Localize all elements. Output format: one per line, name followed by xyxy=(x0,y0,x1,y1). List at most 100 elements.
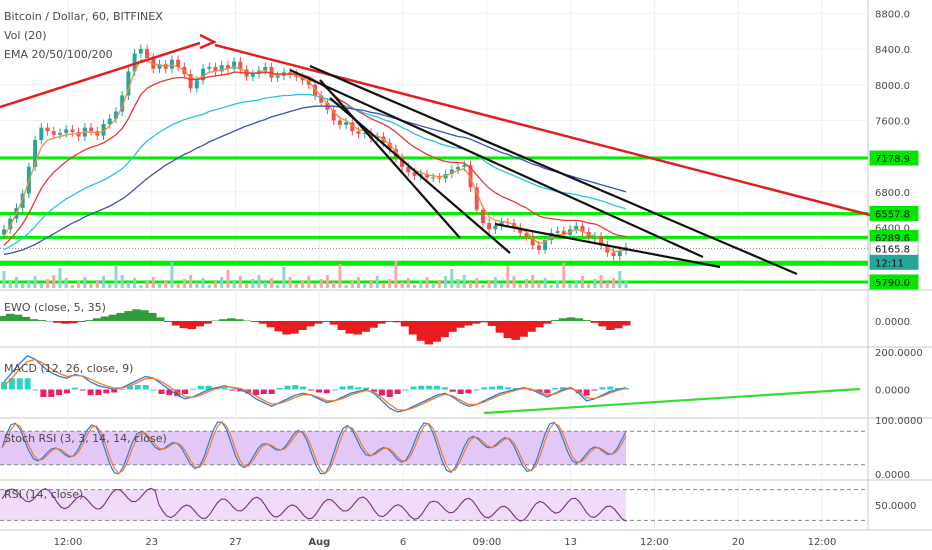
macd-tick-label: 200.0000 xyxy=(875,348,923,359)
ewo-pane xyxy=(0,309,631,345)
time-tick-label: 23 xyxy=(145,537,158,548)
ewo-bar xyxy=(543,321,552,324)
red-descending-trend-line xyxy=(214,43,871,217)
candle-body xyxy=(225,65,230,69)
candle-body xyxy=(611,252,616,257)
volume-bar xyxy=(108,283,112,288)
ewo-indicator-label[interactable]: EWO (close, 5, 35) xyxy=(4,301,106,314)
candle-body xyxy=(306,80,311,85)
rsi-indicator-label[interactable]: RSI (14, close) xyxy=(4,488,83,501)
candle-body xyxy=(269,66,274,78)
candle-body xyxy=(250,74,255,77)
volume-bar xyxy=(580,276,584,288)
price-tick-label: 8800.0 xyxy=(875,9,910,20)
macd-histogram-bar xyxy=(418,385,425,390)
candle-body xyxy=(188,74,193,89)
macd-histogram-bar xyxy=(71,387,78,390)
volume-bar xyxy=(27,280,31,288)
macd-histogram-bar xyxy=(134,385,141,390)
price-tick-label: 8000.0 xyxy=(875,81,910,92)
ewo-bar xyxy=(329,321,339,325)
volume-bar xyxy=(537,282,541,288)
ewo-bar xyxy=(148,312,157,321)
red-rising-trend-line xyxy=(0,41,201,109)
volume-bar xyxy=(618,271,622,288)
macd-histogram-bar xyxy=(583,389,590,396)
volume-bar xyxy=(294,284,298,288)
rsi-line xyxy=(1,487,627,522)
price-tick-label: 6800.0 xyxy=(875,188,910,199)
ewo-bar xyxy=(550,320,560,321)
volume-bar xyxy=(64,278,68,288)
volume-bar xyxy=(170,262,174,288)
macd-histogram-bar xyxy=(615,388,622,390)
macd-histogram-bar xyxy=(56,389,63,396)
price-tag-label: 6165.8 xyxy=(875,244,910,255)
macd-histogram-bar xyxy=(221,387,228,390)
macd-histogram-bar xyxy=(552,388,559,390)
volume-bar xyxy=(344,285,348,288)
black-wedge-line xyxy=(289,68,704,259)
volume-indicator-label[interactable]: Vol (20) xyxy=(4,29,47,42)
candle-body xyxy=(605,245,610,253)
volume-bar xyxy=(574,280,578,288)
candle-body xyxy=(2,229,6,235)
macd-histogram-bar xyxy=(284,385,291,390)
candle-body xyxy=(132,53,137,72)
ewo-bar xyxy=(69,321,78,324)
ewo-bar xyxy=(471,321,481,324)
ewo-bar xyxy=(519,321,528,337)
stoch-rsi-indicator-label[interactable]: Stoch RSI (3, 3, 14, 14, close) xyxy=(4,432,167,445)
macd-histogram-bar xyxy=(150,389,157,391)
ewo-bar xyxy=(479,321,489,323)
macd-indicator-label[interactable]: MACD (12, 26, close, 9) xyxy=(4,362,133,375)
candle-body xyxy=(387,142,392,150)
candle-body xyxy=(176,59,181,67)
ewo-bar xyxy=(400,321,410,327)
ewo-bar xyxy=(464,321,473,326)
time-tick-label: Aug xyxy=(308,537,330,548)
macd-histogram-bar xyxy=(142,385,149,390)
volume-bar xyxy=(562,263,566,288)
volume-bar xyxy=(419,281,423,288)
volume-bar xyxy=(475,278,479,288)
red-arrowhead xyxy=(199,33,217,50)
macd-histogram-bar xyxy=(16,378,23,390)
candle-body xyxy=(431,177,436,179)
candle-body xyxy=(561,231,566,235)
volume-bar xyxy=(599,275,603,288)
time-axis[interactable]: 12:00 23 27 Aug 6 09:00 13 12:00 20 12:00 xyxy=(54,537,837,548)
macd-histogram-bar xyxy=(300,386,307,390)
ewo-bar xyxy=(392,321,402,323)
ewo-bar xyxy=(527,321,536,332)
candle-body xyxy=(288,72,293,75)
candle-body xyxy=(468,165,473,188)
ewo-bar xyxy=(0,316,7,321)
macd-histogram-bar xyxy=(24,378,31,390)
candle-body xyxy=(57,132,62,135)
ewo-bar xyxy=(511,321,520,340)
ewo-bar xyxy=(495,321,505,333)
volume-bar xyxy=(394,261,398,288)
macd-histogram-bar xyxy=(434,385,441,390)
ema-indicator-label[interactable]: EMA 20/50/100/200 xyxy=(4,48,113,61)
candle-body xyxy=(33,140,38,167)
ewo-bar xyxy=(432,321,441,342)
trend-lines[interactable] xyxy=(0,33,871,415)
volume-bar xyxy=(189,275,193,288)
macd-histogram-bar xyxy=(591,389,598,391)
ewo-bar xyxy=(53,321,62,323)
candle-body xyxy=(555,231,560,233)
candle-body xyxy=(536,245,541,250)
candle-body xyxy=(107,118,112,125)
price-tag-box xyxy=(869,274,919,290)
ewo-bar xyxy=(140,310,149,321)
ewo-bar xyxy=(100,316,110,321)
volume-bar xyxy=(46,279,50,288)
candle-body xyxy=(549,232,554,241)
volume-bar xyxy=(89,284,93,288)
ewo-bar xyxy=(345,321,355,334)
volume-bar xyxy=(251,279,255,288)
ewo-bar xyxy=(448,321,457,332)
